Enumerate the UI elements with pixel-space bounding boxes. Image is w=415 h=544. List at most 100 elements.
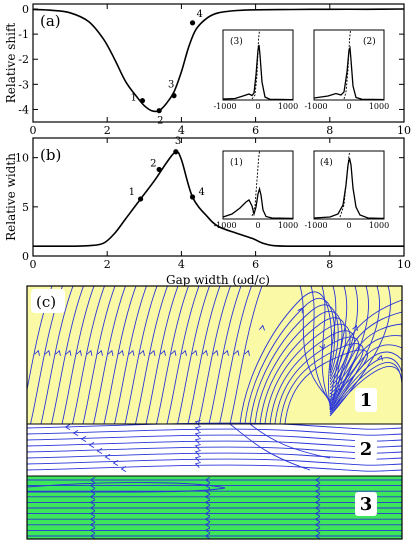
panel-a-shift-curve — [33, 8, 404, 113]
streamline-arrow — [89, 499, 96, 506]
panel-a-ticks: 0 2 4 6 8 100-1-2-3-4 — [18, 3, 411, 137]
inset-a3-curve — [222, 44, 294, 101]
streamline-arrow — [89, 482, 96, 489]
streamline-arrow — [297, 307, 303, 314]
streamline — [329, 286, 402, 415]
streamline — [254, 310, 343, 425]
streamline-arrow — [76, 349, 82, 356]
point-label-2: 2 — [150, 158, 156, 169]
streamline — [229, 286, 263, 425]
inset-a3-tick: 0 — [255, 102, 260, 111]
streamline — [177, 286, 210, 425]
streamline — [310, 286, 402, 403]
streamline-arrow — [89, 533, 96, 539]
streamline-arrow — [233, 349, 240, 356]
panel-c-label: (c) — [36, 293, 56, 311]
x-tick-label: 0 — [30, 124, 37, 137]
x-tick-label: 10 — [397, 124, 411, 137]
point-3 — [173, 149, 179, 155]
point-label-4: 4 — [197, 9, 203, 20]
streamline — [244, 298, 336, 425]
inset-b1-label: (1) — [230, 157, 243, 168]
streamline-arrow — [194, 444, 201, 450]
streamline-arrow — [89, 493, 96, 500]
point-label-2: 2 — [157, 116, 163, 127]
streamline-arrow — [212, 349, 219, 356]
x-tick-label: 2 — [104, 124, 111, 137]
streamline-arrow — [204, 499, 211, 506]
y-tick-label: -3 — [18, 78, 29, 91]
y-tick-label: 10 — [15, 152, 29, 165]
inset-b4-tick: 0 — [346, 221, 351, 230]
streamline-arrow — [204, 510, 211, 517]
streamline — [82, 286, 116, 425]
streamline — [208, 286, 242, 425]
streamline-arrow — [204, 533, 211, 539]
streamline — [166, 286, 200, 425]
streamline — [198, 286, 231, 425]
streamline-arrow — [204, 477, 211, 483]
inset-b4-tick: -1000 — [304, 221, 327, 230]
streamline — [269, 330, 355, 425]
point-label-4: 4 — [199, 187, 205, 198]
streamline-arrow — [204, 527, 211, 534]
inset-a2-tick: -1000 — [304, 102, 327, 111]
streamline-arrow — [204, 482, 211, 489]
x-tick-label: 2 — [104, 258, 111, 271]
panel-b-points: 1 2 3 4 — [129, 136, 205, 202]
inset-b1-tick: 1000 — [278, 221, 298, 230]
streamline-arrow — [377, 354, 383, 361]
streamline — [51, 286, 84, 425]
panel-a-points: 1 2 3 4 — [130, 9, 202, 127]
streamline-arrow — [72, 430, 79, 436]
streamline — [114, 286, 147, 425]
panel-a-ylabel: Relative shift — [4, 23, 18, 104]
region-1-label-box — [355, 388, 377, 412]
streamline-arrow — [55, 349, 61, 356]
x-tick-label: 6 — [252, 124, 259, 137]
streamline-arrow — [34, 349, 40, 356]
streamline-arrow — [314, 510, 321, 517]
streamline-arrow — [89, 527, 96, 534]
y-tick-label: -2 — [18, 53, 29, 66]
inset-b4-curve — [313, 157, 385, 220]
point-2 — [156, 166, 162, 173]
panel-a-label: (a) — [40, 12, 61, 30]
point-2 — [156, 108, 162, 114]
region-2-label-box — [355, 437, 377, 461]
x-tick-label: 4 — [178, 124, 185, 137]
y-tick-label: 5 — [22, 201, 29, 214]
streamline-arrow — [107, 349, 114, 356]
streamline — [27, 482, 226, 493]
streamline — [219, 286, 252, 425]
streamline-arrow — [118, 349, 124, 356]
inset-a3-dotted-curve — [251, 29, 260, 100]
streamline-arrow — [314, 533, 321, 539]
streamline-arrow — [149, 349, 156, 356]
point-label-1: 1 — [129, 187, 135, 198]
panel-b-width-curve — [33, 150, 404, 247]
streamline-arrow — [194, 450, 201, 456]
streamline-arrow — [319, 344, 325, 351]
streamline-arrow — [314, 493, 321, 500]
streamline-arrow — [89, 510, 96, 517]
point-4 — [189, 20, 196, 26]
inset-a2-tick: 0 — [346, 102, 351, 111]
region-1-background — [27, 286, 402, 424]
panel-c-frame — [26, 285, 403, 540]
panel-c-label-box — [31, 289, 65, 313]
inset-b4-dotted-curve — [339, 150, 351, 218]
point-1 — [139, 98, 146, 104]
streamline-arrow — [89, 488, 96, 495]
streamline — [103, 286, 137, 425]
x-tick-label: 10 — [397, 258, 411, 271]
streamline — [145, 286, 179, 425]
region-3-label-box — [355, 492, 377, 516]
y-tick-label: -4 — [18, 103, 29, 116]
panel-b-ylabel: Relative width — [4, 153, 18, 241]
inset-b1-curve — [222, 186, 294, 220]
streamline — [329, 286, 402, 417]
streamline-arrow — [139, 349, 145, 356]
streamline-arrow — [96, 448, 103, 454]
streamlines — [27, 286, 402, 539]
